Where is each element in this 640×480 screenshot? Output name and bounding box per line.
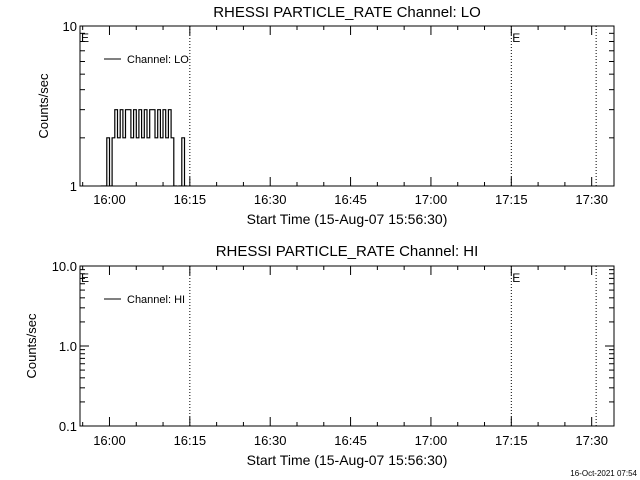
edge-event-label: E <box>81 31 89 45</box>
series-line <box>100 109 188 186</box>
x-tick-label: 16:30 <box>254 192 287 207</box>
y-axis-label: Counts/sec <box>36 73 51 139</box>
x-tick-label: 16:45 <box>334 192 367 207</box>
x-tick-label: 17:15 <box>495 192 528 207</box>
chart-title: RHESSI PARTICLE_RATE Channel: HI <box>216 243 479 260</box>
plot-frame <box>79 25 615 187</box>
x-tick-label: 16:30 <box>254 433 287 448</box>
panel-channel-hi: RHESSI PARTICLE_RATE Channel: HI Counts/s… <box>24 243 615 468</box>
x-axis-label: Start Time (15-Aug-07 15:56:30) <box>247 211 448 227</box>
x-tick-label: 17:30 <box>575 433 608 448</box>
x-tick-label: 17:00 <box>415 433 448 448</box>
x-tick-label: 17:00 <box>415 192 448 207</box>
y-axis-label: Counts/sec <box>24 313 39 379</box>
y-tick-label: 10.0 <box>52 259 77 274</box>
event-marker-label: E <box>512 31 520 45</box>
panel-channel-lo: RHESSI PARTICLE_RATE Channel: LO Counts/s… <box>36 4 615 227</box>
x-axis-label: Start Time (15-Aug-07 15:56:30) <box>247 452 448 468</box>
y-tick-label: 1.0 <box>59 339 77 354</box>
edge-event-label: E <box>81 271 89 285</box>
event-marker-label: E <box>512 271 520 285</box>
x-tick-label: 17:15 <box>495 433 528 448</box>
x-tick-label: 16:45 <box>334 433 367 448</box>
x-tick-label: 16:00 <box>93 192 126 207</box>
x-tick-label: 16:15 <box>174 192 207 207</box>
y-tick-label: 1 <box>70 179 77 194</box>
y-tick-label: 0.1 <box>59 419 77 434</box>
x-tick-label: 17:30 <box>575 192 608 207</box>
chart-title: RHESSI PARTICLE_RATE Channel: LO <box>213 4 481 21</box>
legend-entry: Channel: LO <box>127 54 189 66</box>
y-tick-label: 10 <box>63 19 77 34</box>
footer-timestamp: 16-Oct-2021 07:54 <box>570 469 637 478</box>
x-tick-label: 16:15 <box>174 433 207 448</box>
legend-entry: Channel: HI <box>127 294 185 306</box>
x-tick-label: 16:00 <box>93 433 126 448</box>
plot-frame <box>79 265 615 427</box>
